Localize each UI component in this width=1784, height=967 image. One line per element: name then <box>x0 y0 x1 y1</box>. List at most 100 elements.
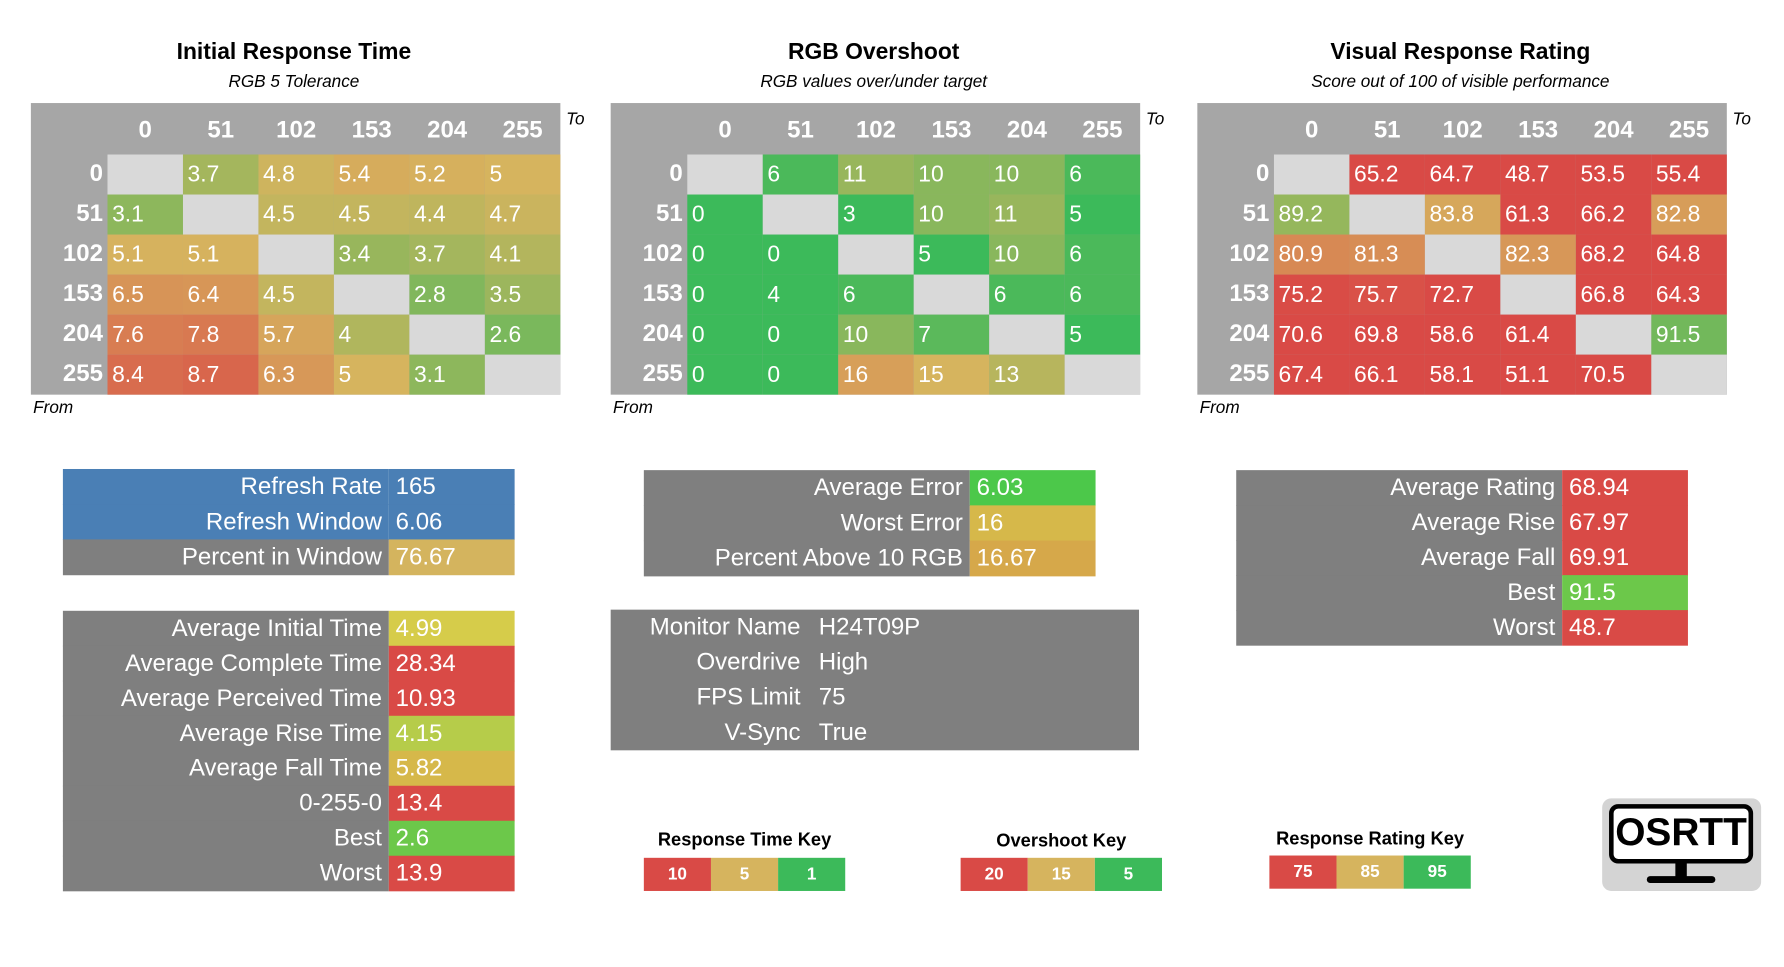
matrix-cell <box>762 354 839 395</box>
stat-value-bg <box>1562 610 1688 646</box>
matrix-cell <box>913 314 990 355</box>
matrix-cell <box>989 274 1065 315</box>
stat-value-bg <box>388 855 515 892</box>
key-swatch <box>643 857 711 891</box>
column-header: 51 <box>787 116 814 143</box>
cell-value: 0 <box>692 241 705 267</box>
cell-value: 81.3 <box>1354 241 1399 267</box>
column-header: 255 <box>1082 116 1122 143</box>
from-label: From <box>613 397 653 417</box>
key-value: 5 <box>1124 863 1134 883</box>
cell-value: 5 <box>1069 201 1082 227</box>
matrix-cell <box>1500 354 1576 395</box>
stat-label-bg <box>62 539 389 576</box>
matrix-cell <box>258 194 334 235</box>
cell-value: 70.5 <box>1580 361 1625 387</box>
matrix-title: Visual Response Rating <box>1330 38 1590 64</box>
matrix-cell <box>1651 234 1727 275</box>
stat-value: 6.03 <box>977 474 1024 501</box>
stat-label: Percent Above 10 RGB <box>715 545 963 572</box>
logo-base <box>1646 876 1716 883</box>
stat-value-bg <box>388 785 515 822</box>
cell-value: 75.2 <box>1279 281 1324 307</box>
matrix-cell <box>1349 234 1425 275</box>
matrix-cell <box>1349 354 1425 395</box>
stat-label: Best <box>334 825 382 852</box>
matrix-cell <box>1064 314 1141 355</box>
row-header: 102 <box>1229 240 1269 267</box>
stat-label-bg <box>62 468 389 505</box>
stat-value-bg <box>388 715 515 752</box>
stat-label-bg <box>643 540 970 577</box>
cell-value: 0 <box>767 241 780 267</box>
stat-label: Worst <box>1493 614 1556 641</box>
cell-value: 5.4 <box>339 161 371 187</box>
monitor-value: 75 <box>819 684 846 711</box>
matrix-cell <box>333 154 410 195</box>
matrix-subtitle: RGB values over/under target <box>760 71 988 91</box>
matrix-cell <box>107 314 183 355</box>
stat-label-bg <box>643 505 970 542</box>
stat-value-bg <box>388 468 515 505</box>
column-header: 51 <box>1374 116 1401 143</box>
matrix-cell <box>182 194 259 235</box>
matrix-cell <box>1349 274 1425 315</box>
matrix-cell <box>107 234 183 275</box>
matrix-cell <box>1500 194 1576 235</box>
stat-label: Worst Error <box>841 509 963 536</box>
stat-label: Average Rise Time <box>180 720 382 747</box>
matrix-cell <box>1575 314 1652 355</box>
matrix-cell <box>484 354 561 395</box>
stat-value: 16 <box>977 509 1004 536</box>
matrix-cell <box>258 234 334 275</box>
cell-value: 64.7 <box>1429 161 1474 187</box>
matrix-cell <box>182 234 259 275</box>
matrix-cell <box>182 274 259 315</box>
cell-value: 11 <box>994 201 1018 227</box>
cell-value: 66.1 <box>1354 361 1399 387</box>
cell-value: 53.5 <box>1580 161 1625 187</box>
stat-value-bg <box>1562 505 1688 541</box>
matrix-cell <box>838 234 914 275</box>
matrix-cell <box>333 354 410 395</box>
cell-value: 89.2 <box>1279 201 1324 227</box>
cell-value: 2.8 <box>414 281 446 307</box>
cell-value: 5.1 <box>188 241 220 267</box>
cell-value: 3.1 <box>112 201 144 227</box>
cell-value: 0 <box>692 361 705 387</box>
cell-value: 4.5 <box>263 281 295 307</box>
matrix-cell <box>258 154 334 195</box>
cell-value: 69.8 <box>1354 321 1399 347</box>
cell-value: 15 <box>918 361 943 387</box>
stat-value: 13.4 <box>396 790 443 817</box>
matrix-cell <box>333 314 410 355</box>
matrix-cell <box>687 234 763 275</box>
key-title: Overshoot Key <box>996 830 1127 851</box>
key-title: Response Time Key <box>658 828 832 849</box>
matrix-cell <box>913 234 990 275</box>
key-value: 75 <box>1293 861 1313 881</box>
matrix-cell <box>1500 314 1576 355</box>
cell-value: 66.8 <box>1580 281 1625 307</box>
cell-value: 48.7 <box>1505 161 1550 187</box>
stat-value: 6.06 <box>396 508 443 535</box>
cell-value: 3.5 <box>489 281 521 307</box>
column-header: 255 <box>1669 116 1709 143</box>
stat-value: 4.99 <box>396 615 443 642</box>
matrix-cell <box>1500 234 1576 275</box>
matrix-cell <box>1651 194 1727 235</box>
row-header: 204 <box>1229 320 1270 347</box>
stat-value-bg <box>388 820 515 857</box>
column-header: 0 <box>1305 116 1318 143</box>
matrix-cell <box>1651 354 1727 395</box>
matrix-cell <box>1273 274 1350 315</box>
matrix-cell <box>1575 274 1652 315</box>
cell-value: 4 <box>767 281 780 307</box>
stat-value: 69.91 <box>1569 544 1629 571</box>
stat-label: Average Complete Time <box>125 650 382 677</box>
row-header: 51 <box>1243 200 1270 227</box>
matrix-cell <box>1424 234 1501 275</box>
column-header: 0 <box>718 116 731 143</box>
stat-value-bg <box>1562 575 1688 611</box>
